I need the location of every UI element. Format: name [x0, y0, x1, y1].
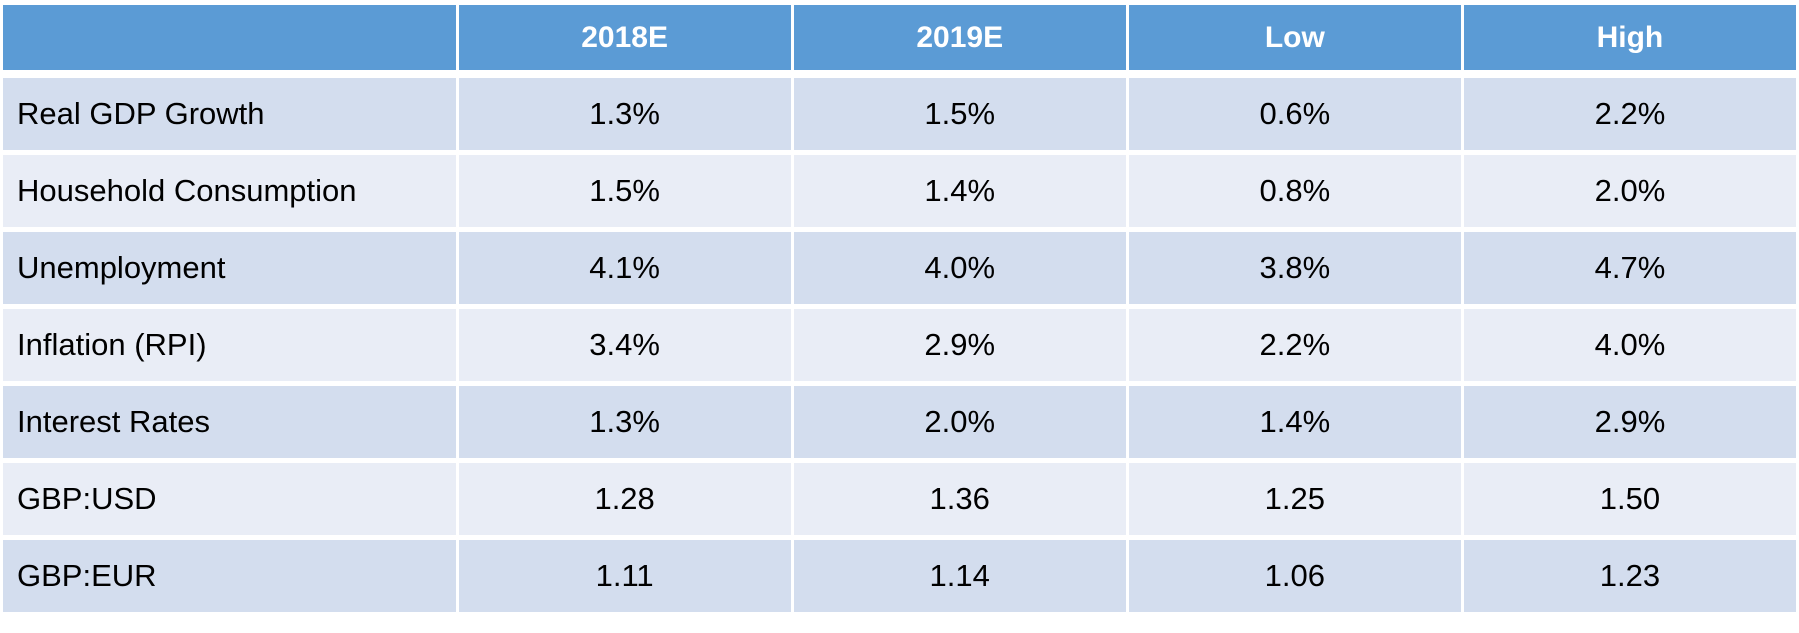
cell-value: 3.8% — [1128, 232, 1461, 304]
cell-value: 1.23 — [1463, 540, 1796, 612]
cell-value: 1.36 — [793, 463, 1126, 535]
row-label: Real GDP Growth — [3, 78, 456, 150]
header-row: 2018E 2019E Low High — [3, 5, 1796, 73]
header-cell-2019e: 2019E — [793, 5, 1126, 73]
cell-value: 1.11 — [458, 540, 791, 612]
cell-value: 1.4% — [1128, 386, 1461, 458]
cell-value: 2.0% — [1463, 155, 1796, 227]
table-row-household-consumption: Household Consumption 1.5% 1.4% 0.8% 2.0… — [3, 155, 1796, 227]
table-row-interest-rates: Interest Rates 1.3% 2.0% 1.4% 2.9% — [3, 386, 1796, 458]
cell-value: 1.50 — [1463, 463, 1796, 535]
row-label: Interest Rates — [3, 386, 456, 458]
cell-value: 1.28 — [458, 463, 791, 535]
header-cell-high: High — [1463, 5, 1796, 73]
row-label: Inflation (RPI) — [3, 309, 456, 381]
row-label: Unemployment — [3, 232, 456, 304]
table-row-gbp-eur: GBP:EUR 1.11 1.14 1.06 1.23 — [3, 540, 1796, 612]
cell-value: 0.6% — [1128, 78, 1461, 150]
cell-value: 1.4% — [793, 155, 1126, 227]
cell-value: 4.1% — [458, 232, 791, 304]
table-row-gbp-usd: GBP:USD 1.28 1.36 1.25 1.50 — [3, 463, 1796, 535]
cell-value: 1.25 — [1128, 463, 1461, 535]
table-row-inflation-rpi: Inflation (RPI) 3.4% 2.9% 2.2% 4.0% — [3, 309, 1796, 381]
cell-value: 1.14 — [793, 540, 1126, 612]
cell-value: 2.9% — [1463, 386, 1796, 458]
cell-value: 4.0% — [1463, 309, 1796, 381]
cell-value: 2.2% — [1463, 78, 1796, 150]
cell-value: 2.2% — [1128, 309, 1461, 381]
cell-value: 2.0% — [793, 386, 1126, 458]
cell-value: 1.06 — [1128, 540, 1461, 612]
table-row-unemployment: Unemployment 4.1% 4.0% 3.8% 4.7% — [3, 232, 1796, 304]
row-label: GBP:EUR — [3, 540, 456, 612]
cell-value: 4.0% — [793, 232, 1126, 304]
row-label: GBP:USD — [3, 463, 456, 535]
header-cell-blank — [3, 5, 456, 73]
cell-value: 3.4% — [458, 309, 791, 381]
cell-value: 0.8% — [1128, 155, 1461, 227]
cell-value: 1.5% — [793, 78, 1126, 150]
economic-forecast-table: 2018E 2019E Low High Real GDP Growth 1.3… — [3, 5, 1796, 612]
cell-value: 1.3% — [458, 78, 791, 150]
cell-value: 4.7% — [1463, 232, 1796, 304]
row-label: Household Consumption — [3, 155, 456, 227]
cell-value: 2.9% — [793, 309, 1126, 381]
header-cell-low: Low — [1128, 5, 1461, 73]
table-row-real-gdp-growth: Real GDP Growth 1.3% 1.5% 0.6% 2.2% — [3, 78, 1796, 150]
header-cell-2018e: 2018E — [458, 5, 791, 73]
cell-value: 1.5% — [458, 155, 791, 227]
cell-value: 1.3% — [458, 386, 791, 458]
